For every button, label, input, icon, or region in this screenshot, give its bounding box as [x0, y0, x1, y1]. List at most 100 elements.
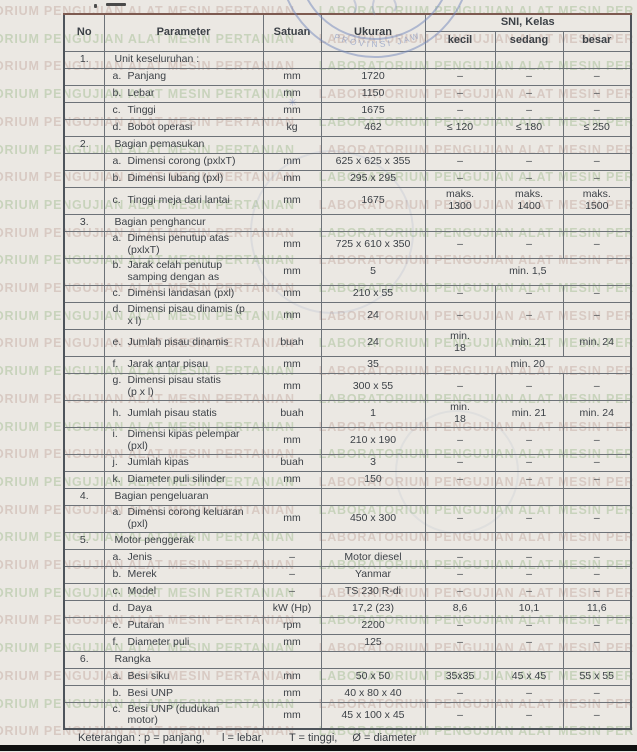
cell-ukuran — [320, 50, 426, 69]
table-row: a. Dimensi corong keluaran (pxl) mm 450 x 3… — [63, 504, 632, 533]
cell-no — [63, 616, 105, 635]
cell-ukuran — [320, 135, 426, 154]
parameter-label: Diameter puli silinder — [127, 472, 226, 485]
cell-satuan: – — [262, 565, 322, 584]
cell-sni-besar: – — [562, 284, 632, 303]
cell-no — [63, 169, 105, 188]
cell-parameter: Motor penggerak — [103, 531, 264, 550]
parameter-wrap: a. Besi siku — [112, 669, 260, 683]
parameter-letter: i. — [112, 428, 118, 440]
cell-sni-besar — [562, 487, 632, 506]
cell-sni-sedang: – — [494, 301, 564, 330]
cell-satuan: mm — [262, 667, 322, 686]
cell-sni-kecil — [424, 650, 496, 669]
parameter-wrap: b. Jarak celah penutup samping dengan as — [113, 259, 260, 283]
cell-satuan: mm — [262, 470, 322, 489]
cell-ukuran: 2200 — [320, 616, 426, 635]
cell-satuan: mm — [262, 101, 322, 120]
cell-no — [63, 453, 105, 472]
cell-parameter: a. Besi siku — [103, 667, 264, 686]
cell-ukuran: 35 — [320, 355, 426, 374]
cell-sni-kecil: – — [424, 67, 496, 86]
cell-sni-sedang: min. 21 — [494, 399, 564, 428]
cell-no — [63, 355, 105, 374]
cell-satuan — [262, 650, 322, 669]
cell-no — [63, 301, 105, 330]
cell-parameter: c. Tinggi meja dari lantai — [103, 186, 264, 215]
cell-sni-besar: ≤ 250 — [562, 118, 632, 137]
parameter-letter: a. — [112, 669, 122, 682]
cell-sni-besar: – — [562, 152, 632, 171]
cell-parameter: b. Jarak celah penutup samping dengan as — [103, 257, 264, 286]
cell-parameter: d. Dimensi pisau dinamis (p x l) — [103, 301, 264, 330]
cell-ukuran: 300 x 55 — [320, 372, 426, 401]
table-row: 3. Bagian penghancur — [63, 213, 632, 232]
section-title: Rangka — [114, 652, 151, 665]
table-row: a. Besi siku mm 50 x 50 35x35 45 x 45 55 x 55 — [63, 667, 632, 686]
cell-sni-sedang: – — [494, 548, 564, 567]
cell-parameter: f. Diameter puli — [103, 633, 264, 652]
parameter-label: Jarak celah penutup samping dengan as — [127, 259, 223, 283]
cell-ukuran: 1675 — [320, 186, 426, 215]
cell-ukuran: 40 x 80 x 40 — [320, 684, 426, 703]
parameter-label: Besi UNP — [127, 686, 174, 699]
cell-sni-kecil: – — [424, 470, 496, 489]
parameter-wrap: g. Dimensi pisau statis (p x l) — [113, 374, 260, 398]
table-row: a. Dimensi penutup atas (pxlxT) mm 725 x 61… — [63, 230, 632, 259]
cell-parameter: Bagian pengeluaran — [103, 487, 264, 506]
table-row: c. Tinggi mm 1675– – – — [63, 101, 632, 120]
cell-no — [63, 599, 105, 618]
column-header-ukuran: Ukuran — [320, 13, 426, 52]
cell-parameter: j. Jumlah kipas — [103, 453, 264, 472]
footer-tinggi: T = tinggi, — [288, 732, 338, 744]
cell-sni-kecil — [424, 50, 496, 69]
cell-no — [63, 399, 105, 428]
cell-no: 1. — [63, 50, 105, 69]
cell-parameter: Rangka — [103, 650, 264, 669]
cell-sni-kecil: – — [424, 582, 496, 601]
parameter-wrap: d. Daya — [113, 601, 260, 615]
parameter-label: Daya — [127, 601, 153, 614]
cell-satuan: mm — [262, 426, 322, 455]
cell-ukuran: 725 x 610 x 350 — [320, 230, 426, 259]
cell-sni-besar: – — [562, 565, 632, 584]
parameter-wrap: c. Model — [112, 584, 260, 598]
cell-sni-besar: – — [562, 616, 632, 635]
section-title: Bagian penghancur — [114, 215, 206, 228]
cell-satuan: mm — [262, 301, 322, 330]
parameter-wrap: e. Jumlah pisau dinamis — [113, 336, 260, 349]
cell-sni-besar: – — [562, 426, 632, 455]
cell-sni-besar: – — [562, 453, 632, 472]
cell-parameter: b. Dimensi lubang (pxl) — [103, 169, 264, 188]
cell-no — [63, 186, 105, 215]
cell-parameter: a. Panjang — [103, 67, 264, 86]
cell-ukuran: Motor diesel — [320, 548, 426, 567]
cell-sni-sedang: – — [494, 470, 564, 489]
cell-satuan: buah — [262, 328, 322, 357]
cell-sni-sedang: – — [494, 701, 564, 730]
cell-satuan — [262, 213, 322, 232]
parameter-letter: c. — [112, 584, 121, 597]
parameter-label: Bobot operasi — [127, 120, 193, 133]
table-row: j. Jumlah kipas buah 3– – – — [63, 453, 632, 472]
column-header-satuan: Satuan — [262, 13, 322, 52]
cell-parameter: f. Jarak antar pisau — [103, 355, 264, 374]
cell-sni-besar: – — [562, 230, 632, 259]
parameter-label: Dimensi penutup atas (pxlxT) — [127, 232, 230, 256]
cell-no — [63, 504, 105, 533]
parameter-wrap: d. Bobot operasi — [113, 120, 260, 134]
cell-ukuran: 210 x 190 — [320, 426, 426, 455]
cell-parameter: c. Besi UNP (dudukan motor) — [103, 701, 264, 730]
parameter-letter: b. — [112, 686, 122, 699]
cell-sni-besar — [562, 650, 632, 669]
cell-satuan — [262, 487, 322, 506]
parameter-wrap: h. Jumlah pisau statis — [113, 407, 260, 420]
cell-sni-kecil: – — [424, 101, 496, 120]
cell-sni-besar — [562, 135, 632, 154]
parameter-wrap: c. Tinggi meja dari lantai — [113, 194, 260, 207]
parameter-label: Tinggi — [127, 103, 156, 116]
cell-parameter: Unit keseluruhan : — [103, 50, 264, 69]
cell-ukuran: 295 x 295 — [320, 169, 426, 188]
cell-satuan: mm — [262, 355, 322, 374]
table-row: k. Diameter puli silinder mm 150– – – — [63, 470, 632, 489]
